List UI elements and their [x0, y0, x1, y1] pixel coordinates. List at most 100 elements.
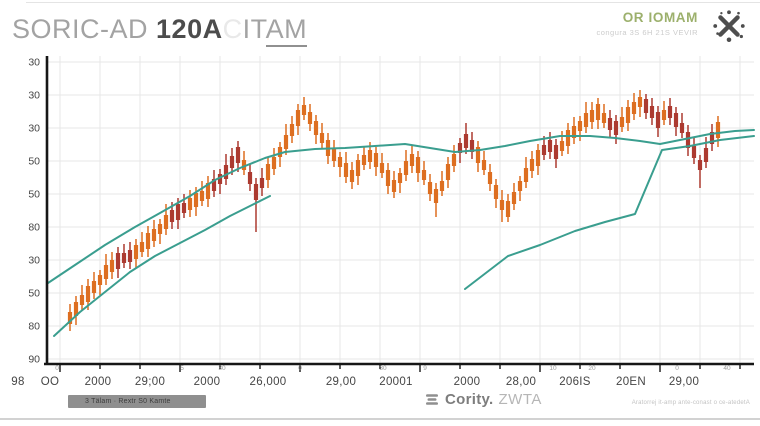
candle-body [163, 215, 169, 229]
candle-body [697, 160, 703, 170]
y-tick-label: 80 [28, 222, 40, 234]
title-part-1: SORIC-AD [12, 14, 149, 44]
candle-body [469, 140, 475, 152]
footer-fine-print: Aratorrej it-amp ante-conast o ce-atedet… [631, 400, 750, 406]
footer-logo: Cority. ZWTA [424, 391, 542, 408]
candle-body [709, 132, 715, 144]
candle-body [295, 110, 301, 126]
y-tick-label: 80 [28, 321, 40, 333]
brand-name: OR IOMAM [622, 10, 698, 25]
candle-body [397, 173, 403, 183]
candle-body [331, 149, 337, 161]
candle-body [703, 148, 709, 162]
candle-body [355, 160, 361, 176]
x-tick-label: 29,00 [669, 376, 699, 388]
candle-body [79, 295, 85, 305]
candle-body [367, 150, 373, 162]
title-ghost-letter: C [222, 14, 243, 44]
x-minor-tick-label: 30 [218, 365, 226, 372]
x-minor-tick-label: 0 [675, 365, 679, 372]
candle-body [223, 165, 229, 179]
x-tick-label: 29,00 [326, 376, 356, 388]
candle-body [121, 253, 127, 263]
x-minor-tick-label: 40 [723, 365, 731, 372]
candle-body [133, 245, 139, 259]
candle-body [511, 192, 517, 204]
x-tick-label: 2000 [85, 376, 112, 388]
candle-body [553, 145, 559, 159]
candle-body [67, 312, 73, 324]
candle-body [637, 97, 643, 107]
candle-body [523, 168, 529, 182]
candle-body [439, 181, 445, 191]
candle-body [421, 170, 427, 180]
candle-body [607, 118, 613, 130]
candle-body [361, 155, 367, 165]
x-minor-tick-label: 20 [588, 365, 596, 372]
x-tick-label: 98 [11, 376, 24, 388]
y-tick-label: 50 [28, 189, 40, 201]
upper-moving-average [47, 129, 755, 284]
compass-cross-icon [713, 10, 745, 43]
title-part-2-underlined: AM [265, 14, 308, 47]
candle-body [373, 153, 379, 167]
y-tick-label: 50 [28, 288, 40, 300]
candle-body [649, 106, 655, 118]
candle-body [151, 229, 157, 241]
bottom-divider [0, 418, 760, 420]
candle-body [91, 281, 97, 293]
footer-logo-text: Cority. [445, 391, 494, 408]
brand-subtitle: congura 3S 6H 21S VEVIR [596, 28, 698, 37]
candle-body [343, 163, 349, 177]
candle-body [715, 122, 721, 138]
x-minor-tick-label: 0 [55, 365, 59, 372]
candle-body [415, 157, 421, 173]
candle-body [337, 157, 343, 167]
candle-body [289, 124, 295, 136]
candle-body [265, 164, 271, 180]
candle-body [643, 99, 649, 113]
header-brand-block: OR IOMAM congura 3S 6H 21S VEVIR [596, 10, 698, 37]
candle-body [139, 242, 145, 252]
candle-body [277, 147, 283, 157]
x-tick-label: 20EN [616, 376, 646, 388]
page-title: SORIC-AD 120ACITAM [12, 14, 308, 47]
y-tick-label: 90 [28, 354, 40, 366]
candle-body [385, 170, 391, 186]
top-divider [26, 2, 760, 3]
candle-body [433, 189, 439, 203]
candle-body [109, 260, 115, 272]
candle-body [601, 113, 607, 123]
candle-body [403, 161, 409, 175]
candle-body [409, 154, 415, 166]
candle-body [349, 170, 355, 182]
x-minor-tick-label: 30 [379, 365, 387, 372]
x-minor-tick-label: 5 [180, 365, 184, 372]
candle-body [451, 154, 457, 166]
candle-body [379, 163, 385, 173]
candle-body [97, 275, 103, 285]
x-tick-label: 28,00 [506, 376, 536, 388]
candle-body [619, 117, 625, 127]
candle-body [535, 150, 541, 166]
candle-body [661, 110, 667, 120]
candle-body [547, 140, 553, 152]
candle-body [247, 172, 253, 184]
candle-body [667, 106, 673, 118]
candle-body [577, 121, 583, 131]
y-tick-label: 30 [28, 57, 40, 69]
candle-body [685, 132, 691, 148]
candle-body [181, 203, 187, 213]
candle-body [241, 160, 247, 170]
candle-body [475, 147, 481, 163]
candle-body [253, 184, 259, 200]
candle-body [655, 112, 661, 128]
candle-body [541, 145, 547, 155]
candle-body [565, 130, 571, 146]
candle-body [199, 191, 205, 201]
candle-body [127, 250, 133, 262]
x-minor-tick-label: 9 [423, 365, 427, 372]
candle-body [673, 113, 679, 127]
